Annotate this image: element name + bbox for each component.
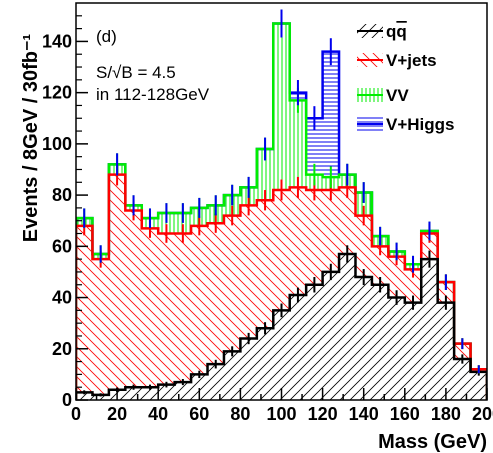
error-bars (83, 9, 480, 397)
legend-label-qqbar-base: q (386, 22, 396, 41)
axes: 0 20 40 60 80 100 120 140 160 180 200 0 20 40 60 80 100 1… (42, 15, 493, 424)
y-tick-label-60: 60 (52, 236, 72, 256)
legend-entry-vhiggs: V+Higgs (357, 115, 455, 134)
x-tick-label-80: 80 (230, 404, 250, 424)
legend-entry-vv: VV (357, 86, 409, 105)
legend-label-qqbar: qq (386, 22, 407, 41)
histogram-fills (76, 23, 487, 400)
y-tick-label-40: 40 (52, 288, 72, 308)
y-tick-label-0: 0 (62, 390, 72, 410)
panel-label: (d) (96, 27, 117, 46)
legend-entry-qqbar: qq (357, 22, 407, 41)
x-tick-label-100: 100 (266, 404, 296, 424)
legend-entry-vjets: V+jets (357, 51, 437, 70)
y-axis-title: Events / 8GeV / 30fb⁻¹ (20, 33, 42, 242)
significance-annotation: S/√B = 4.5 (96, 63, 176, 82)
x-axis-title: Mass (GeV) (378, 431, 487, 453)
x-tick-label-140: 140 (349, 404, 379, 424)
y-tick-label-80: 80 (52, 185, 72, 205)
fill-qqbar (76, 254, 487, 400)
legend-label-qqbar-overbar: q (396, 22, 406, 41)
y-tick-label-120: 120 (42, 83, 72, 103)
x-tick-label-160: 160 (390, 404, 420, 424)
x-tick-label-180: 180 (431, 404, 461, 424)
legend: qq V+jets VV V+Higgs (357, 22, 455, 134)
mass-window-annotation: in 112-128GeV (96, 85, 210, 104)
legend-label-vhiggs: V+Higgs (386, 115, 455, 134)
y-tick-label-100: 100 (42, 134, 72, 154)
x-tick-label-60: 60 (189, 404, 209, 424)
x-tick-label-120: 120 (308, 404, 338, 424)
outline-qqbar (76, 252, 487, 400)
x-tick-label-0: 0 (71, 404, 81, 424)
legend-label-vv: VV (386, 86, 409, 105)
legend-label-vjets: V+jets (386, 51, 437, 70)
x-tick-label-20: 20 (107, 404, 127, 424)
y-tick-label-140: 140 (42, 31, 72, 51)
y-tick-label-20: 20 (52, 339, 72, 359)
x-tick-label-200: 200 (472, 404, 493, 424)
histogram-outlines (76, 22, 487, 400)
x-tick-label-40: 40 (148, 404, 168, 424)
